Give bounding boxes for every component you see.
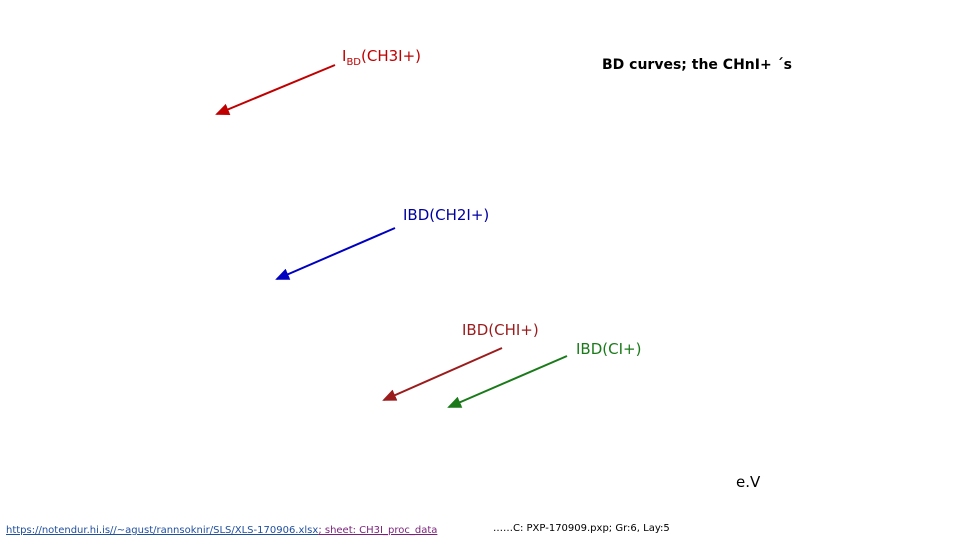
title: BD curves; the CHnI+ ´s: [602, 57, 792, 73]
arrow: [382, 347, 503, 401]
link[interactable]: https://notendur.hi.is//~agust/rannsokni…: [6, 525, 319, 536]
arrow: [447, 355, 568, 408]
label-ci: IBD(CI+): [576, 340, 642, 358]
sheet: ; sheet: CH3I_proc_data: [318, 525, 438, 536]
label-subscript: BD: [346, 57, 361, 68]
axis-label: e.V: [736, 473, 761, 491]
label-rest: (CH3I+): [361, 47, 421, 65]
arrow: [275, 227, 396, 280]
arrow: [215, 64, 336, 115]
footer-link: https://notendur.hi.is//~agust/rannsokni…: [6, 525, 437, 536]
label-ch2i: IBD(CH2I+): [403, 206, 490, 224]
label-ch3i: IBD(CH3I+): [342, 47, 421, 68]
label-main: I: [342, 47, 347, 65]
label-chi: IBD(CHI+): [462, 321, 539, 339]
source-note: ……C: PXP-170909.pxp; Gr:6, Lay:5: [493, 523, 670, 534]
